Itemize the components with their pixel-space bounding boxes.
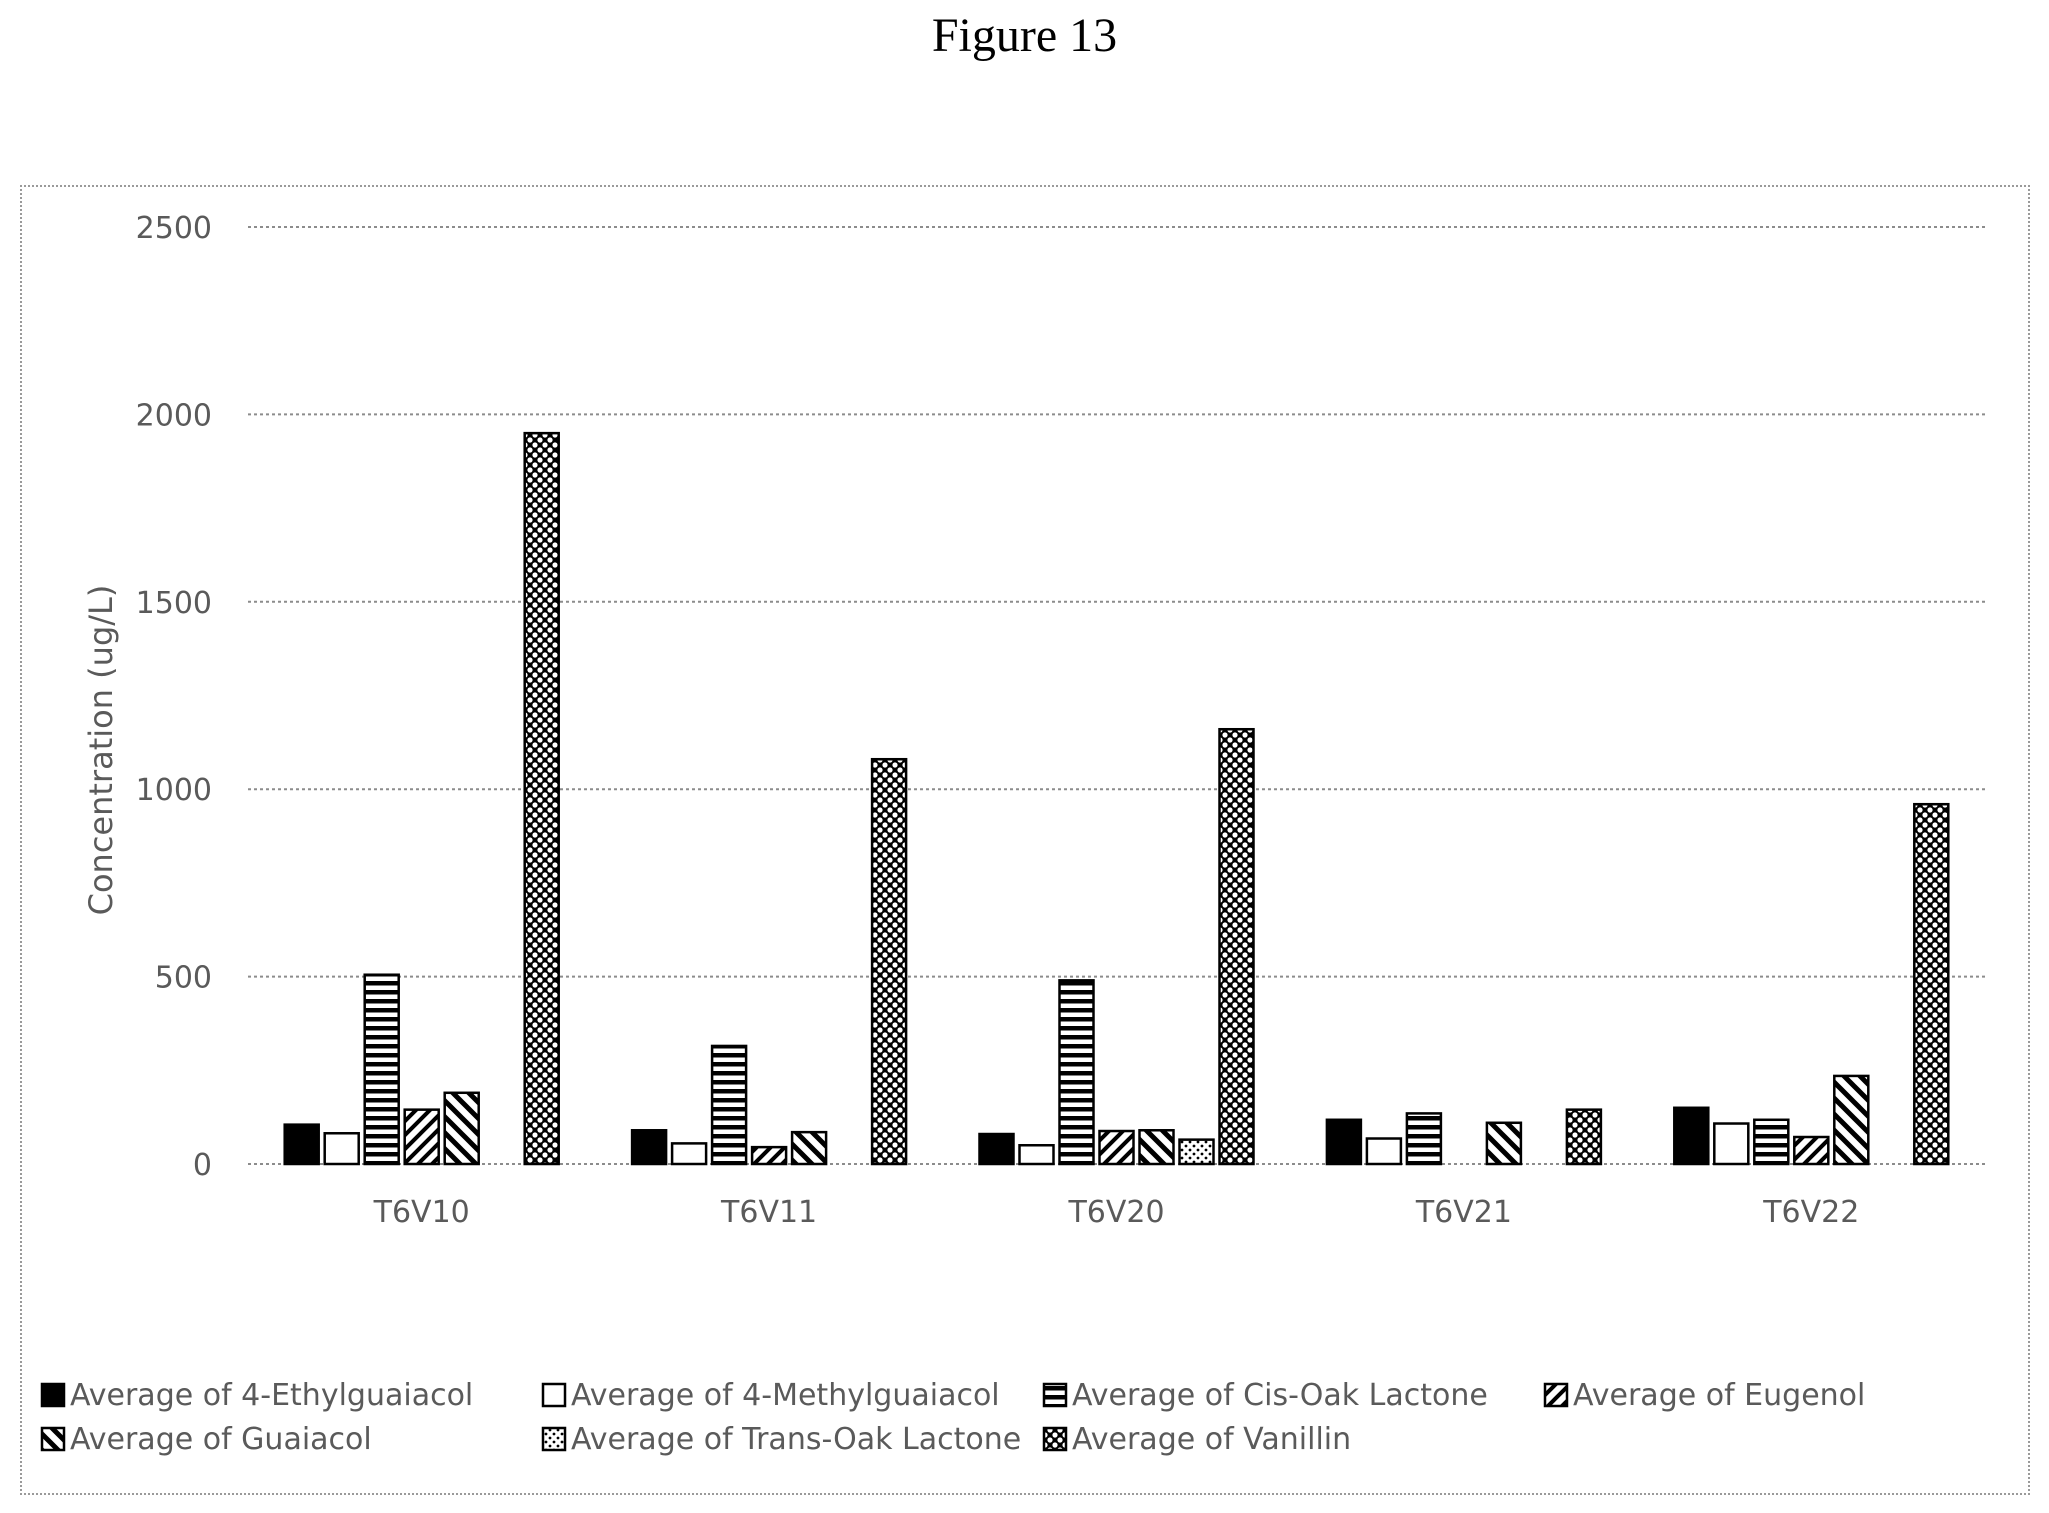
bar [1058, 979, 1095, 1166]
x-tick-label: T6V20 [1067, 1195, 1164, 1230]
legend-swatch [541, 1426, 567, 1452]
y-tick-label: 0 [193, 1148, 212, 1183]
bar [443, 1091, 480, 1166]
legend-label: Average of 4-Ethylguaiacol [70, 1378, 473, 1413]
bar [1218, 727, 1255, 1166]
figure-title: Figure 13 [931, 9, 1118, 62]
legend-label: Average of Cis-Oak Lactone [1072, 1378, 1488, 1413]
bar [1913, 802, 1950, 1166]
legend-swatch [1042, 1426, 1068, 1452]
x-tick-label: T6V11 [720, 1195, 817, 1230]
bar [1793, 1135, 1830, 1166]
bar [1325, 1118, 1363, 1166]
bar [323, 1132, 360, 1166]
x-tick-labels: T6V10 T6V11 T6V20 T6V21 T6V22 [373, 1195, 1860, 1230]
chart-frame [20, 185, 2030, 1495]
bar [1098, 1129, 1135, 1166]
y-tick-label: 1500 [136, 586, 212, 621]
x-tick-label: T6V22 [1762, 1195, 1859, 1230]
legend-label: Average of Vanillin [1072, 1422, 1351, 1457]
bar [1673, 1106, 1710, 1166]
bar [630, 1129, 668, 1166]
y-tick-label: 2000 [136, 398, 212, 433]
legend-label: Average of Eugenol [1573, 1378, 1865, 1413]
legend: Average of 4-Ethylguaiacol Average of 4-M… [40, 1378, 1865, 1457]
gridlines [248, 226, 1985, 1165]
bar [1138, 1129, 1175, 1166]
y-tick-label: 2500 [136, 211, 212, 246]
bar [710, 1044, 748, 1166]
legend-swatch [1042, 1382, 1068, 1408]
legend-label: Average of Trans-Oak Lactone [571, 1422, 1021, 1457]
bar [750, 1145, 788, 1166]
legend-swatch [541, 1382, 567, 1408]
bar [978, 1132, 1015, 1166]
bar [403, 1108, 440, 1166]
bar [1405, 1112, 1443, 1166]
bar [283, 1123, 320, 1166]
bar [1485, 1121, 1523, 1166]
legend-swatch [1543, 1382, 1569, 1408]
bar [523, 431, 560, 1166]
bar [790, 1130, 828, 1166]
bars [283, 431, 1950, 1166]
x-tick-label: T6V10 [373, 1195, 470, 1230]
y-tick-labels: 0 500 1000 1500 2000 2500 [136, 211, 212, 1183]
legend-label: Average of 4-Methylguaiacol [571, 1378, 1000, 1413]
legend-label: Average of Guaiacol [70, 1422, 372, 1457]
bar [1018, 1144, 1055, 1166]
legend-swatch [40, 1382, 66, 1408]
bar [1833, 1074, 1870, 1166]
bar [1178, 1138, 1215, 1166]
y-tick-label: 500 [155, 961, 212, 996]
bar [870, 757, 908, 1166]
legend-swatch [40, 1426, 66, 1452]
bar [1713, 1122, 1750, 1166]
y-tick-label: 1000 [136, 773, 212, 808]
bar [1565, 1108, 1603, 1166]
y-axis-title: Concentration (ug/L) [82, 585, 120, 916]
bar [1365, 1137, 1403, 1166]
x-tick-label: T6V21 [1415, 1195, 1512, 1230]
bar [670, 1142, 708, 1166]
bar [1753, 1118, 1790, 1166]
bar [363, 973, 400, 1166]
